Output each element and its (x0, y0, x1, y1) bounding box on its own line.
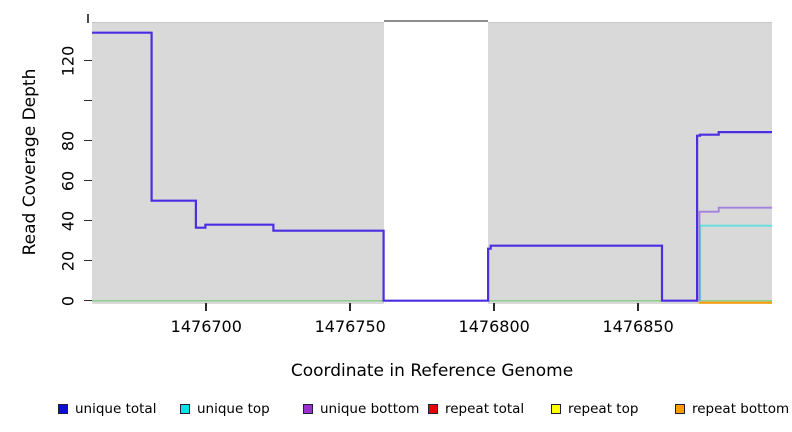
x-tick (637, 303, 639, 311)
x-tick (205, 303, 208, 311)
y-tick (84, 259, 92, 262)
y-tick-label: 40 (58, 210, 78, 231)
x-tick-label: 1476850 (602, 317, 674, 336)
legend-label: unique total (75, 401, 157, 417)
y-tick (84, 179, 92, 182)
legend-label: unique bottom (320, 401, 420, 417)
y-tick (84, 219, 92, 222)
y-tick (84, 139, 92, 142)
legend-swatch-icon (58, 404, 68, 414)
gap-region (384, 19, 489, 305)
legend-swatch-icon (303, 404, 313, 414)
legend-label: repeat total (445, 401, 525, 417)
x-tick (349, 303, 352, 311)
y-tick-label: 80 (58, 130, 78, 151)
x-tick-label: 1476800 (458, 317, 530, 336)
x-axis-title: Coordinate in Reference Genome (290, 361, 574, 381)
y-tick-label: 120 (58, 45, 78, 76)
y-tick-label: 0 (58, 295, 78, 306)
y-tick (84, 299, 92, 302)
legend-swatch-icon (675, 404, 685, 414)
y-axis-title: Read Coverage Depth (20, 68, 40, 256)
legend-label: repeat top (568, 401, 639, 417)
y-tick (84, 59, 92, 62)
legend-label: repeat bottom (692, 401, 790, 417)
y-axis-top-mark (87, 14, 89, 23)
x-tick-label: 1476700 (170, 317, 242, 336)
y-tick-label: 60 (58, 170, 78, 191)
x-tick-label: 1476750 (314, 317, 386, 336)
legend-swatch-icon (180, 404, 190, 414)
gap-clipped-line (384, 19, 489, 22)
legend-swatch-icon (428, 404, 438, 414)
legend: unique total unique top unique bottom repea… (0, 398, 792, 424)
y-tick-label: 20 (58, 250, 78, 271)
plot-panel (92, 19, 772, 305)
legend-swatch-icon (551, 404, 561, 414)
x-tick (493, 303, 495, 311)
y-tick (84, 99, 92, 102)
legend-label: unique top (197, 401, 270, 417)
